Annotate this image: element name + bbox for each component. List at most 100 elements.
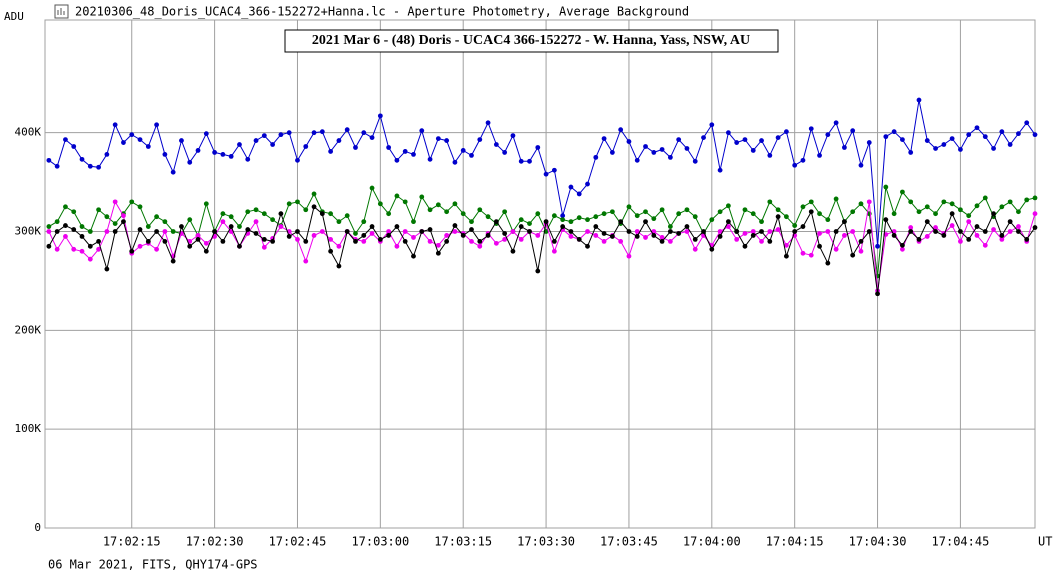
data-point: [71, 209, 77, 215]
data-point: [883, 134, 889, 140]
data-point: [270, 238, 276, 244]
data-point: [900, 246, 905, 252]
y-tick-label: 100K: [15, 422, 42, 435]
data-point: [767, 229, 773, 234]
data-point: [96, 207, 101, 213]
data-point: [808, 209, 814, 215]
data-point: [353, 238, 358, 244]
data-point: [493, 240, 499, 246]
data-point: [336, 138, 342, 143]
data-point: [626, 204, 632, 210]
data-point: [535, 268, 541, 274]
data-point: [402, 199, 408, 205]
data-point: [154, 214, 159, 220]
data-point: [245, 227, 251, 232]
data-point: [593, 233, 599, 238]
data-point: [444, 209, 450, 215]
data-point: [734, 237, 740, 242]
data-point: [551, 238, 557, 244]
data-point: [568, 234, 574, 239]
data-point: [485, 120, 491, 126]
data-point: [319, 129, 325, 135]
data-point: [460, 148, 466, 153]
data-point: [883, 184, 889, 190]
data-point: [427, 207, 433, 213]
data-point: [759, 219, 764, 225]
icon-glyph: [57, 8, 65, 15]
data-point: [162, 152, 168, 157]
title-box: [284, 29, 779, 53]
data-point: [659, 207, 665, 213]
data-point: [651, 216, 657, 222]
data-point: [949, 223, 955, 228]
data-point: [361, 130, 367, 136]
data-point: [966, 219, 972, 225]
data-point: [601, 136, 607, 141]
data-point: [982, 229, 988, 234]
data-point: [908, 229, 914, 234]
data-point: [154, 122, 159, 128]
data-point: [344, 213, 350, 219]
data-point: [924, 204, 930, 210]
data-point: [411, 152, 416, 157]
data-point: [261, 244, 267, 250]
data-point: [908, 225, 914, 230]
data-point: [220, 152, 226, 157]
data-point: [253, 231, 259, 236]
data-point: [328, 237, 334, 242]
data-point: [71, 246, 77, 252]
data-point: [924, 138, 930, 143]
series-line: [48, 99, 1036, 247]
data-point: [477, 207, 483, 213]
data-point: [344, 229, 350, 234]
data-point: [502, 150, 508, 155]
window-title: 20210306_48_Doris_UCAC4_366-152272+Hanna…: [75, 5, 689, 19]
data-point: [493, 219, 499, 225]
data-point: [966, 213, 972, 219]
data-point: [278, 211, 284, 217]
data-point: [1016, 131, 1021, 137]
data-point: [485, 233, 491, 238]
data-point: [560, 213, 566, 219]
data-point: [79, 224, 85, 229]
data-point: [817, 153, 822, 158]
data-point: [452, 201, 458, 207]
data-point: [444, 138, 450, 143]
data-point: [303, 144, 309, 149]
data-point: [750, 233, 756, 238]
data-point: [775, 135, 781, 141]
data-point: [203, 201, 209, 207]
data-point: [369, 185, 375, 191]
x-tick-label: 17:02:15: [103, 535, 161, 549]
data-point: [477, 243, 483, 249]
data-point: [121, 140, 126, 145]
data-point: [46, 243, 52, 249]
data-point: [808, 252, 814, 258]
data-point: [717, 167, 723, 173]
series-line: [48, 205, 1036, 294]
data-point: [783, 129, 789, 135]
data-point: [808, 199, 814, 205]
data-point: [891, 129, 897, 135]
data-point: [270, 142, 276, 147]
data-point: [1032, 132, 1038, 138]
data-point: [643, 235, 648, 240]
data-point: [228, 214, 234, 220]
data-point: [1032, 211, 1038, 217]
data-point: [104, 229, 110, 234]
data-point: [775, 207, 781, 213]
data-point: [585, 229, 590, 234]
data-point: [228, 153, 234, 159]
data-point: [104, 152, 110, 157]
data-point: [527, 221, 532, 226]
data-point: [220, 238, 226, 244]
data-point: [742, 231, 748, 236]
data-point: [618, 219, 624, 225]
data-point: [767, 199, 773, 205]
x-tick-label: 17:03:00: [351, 535, 409, 549]
data-point: [817, 243, 822, 249]
data-point: [999, 129, 1005, 135]
data-point: [991, 211, 996, 217]
data-point: [609, 150, 615, 155]
data-point: [800, 157, 806, 163]
